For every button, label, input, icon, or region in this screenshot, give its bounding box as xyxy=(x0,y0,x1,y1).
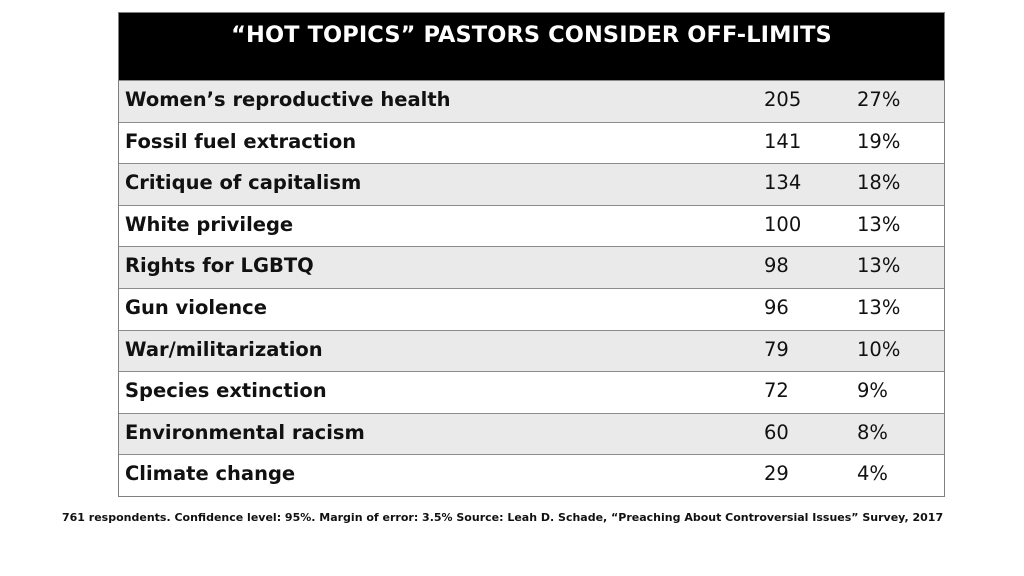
table-row: Critique of capitalism 134 18% xyxy=(119,163,944,205)
table-title: “HOT TOPICS” PASTORS CONSIDER OFF-LIMITS xyxy=(119,13,944,80)
topic-cell: Fossil fuel extraction xyxy=(125,129,357,153)
count-cell: 72 xyxy=(764,379,789,403)
count-cell: 100 xyxy=(764,212,802,236)
percent-cell: 13% xyxy=(857,295,901,319)
topic-cell: Critique of capitalism xyxy=(125,171,362,195)
percent-cell: 4% xyxy=(857,462,888,486)
count-cell: 141 xyxy=(764,129,802,153)
percent-cell: 9% xyxy=(857,379,888,403)
table-row: Fossil fuel extraction 141 19% xyxy=(119,121,944,164)
table-row: White privilege 100 13% xyxy=(119,204,944,247)
topic-cell: Species extinction xyxy=(125,379,327,403)
topic-cell: Rights for LGBTQ xyxy=(125,254,314,278)
percent-cell: 13% xyxy=(857,254,901,278)
count-cell: 134 xyxy=(764,171,802,195)
percent-cell: 18% xyxy=(857,171,901,195)
table-body: Women’s reproductive health 205 27% Fossil … xyxy=(119,80,944,496)
footnote: 761 respondents. Confidence level: 95%. … xyxy=(62,511,944,524)
topic-cell: White privilege xyxy=(125,212,294,236)
count-cell: 29 xyxy=(764,462,789,486)
topic-cell: Environmental racism xyxy=(125,420,365,444)
count-cell: 60 xyxy=(764,420,789,444)
count-cell: 79 xyxy=(764,337,789,361)
count-cell: 98 xyxy=(764,254,789,278)
table-row: War/militarization 79 10% xyxy=(119,329,944,372)
table-row: Species extinction 72 9% xyxy=(119,371,944,413)
percent-cell: 8% xyxy=(857,420,888,444)
count-cell: 205 xyxy=(764,88,802,111)
topic-cell: Women’s reproductive health xyxy=(125,88,451,111)
table-row: Climate change 29 4% xyxy=(119,454,944,496)
hot-topics-table: “HOT TOPICS” PASTORS CONSIDER OFF-LIMITS… xyxy=(118,12,945,497)
table-row: Rights for LGBTQ 98 13% xyxy=(119,246,944,288)
percent-cell: 27% xyxy=(857,88,901,111)
percent-cell: 19% xyxy=(857,129,901,153)
topic-cell: War/militarization xyxy=(125,337,323,361)
percent-cell: 13% xyxy=(857,212,901,236)
topic-cell: Climate change xyxy=(125,462,296,486)
percent-cell: 10% xyxy=(857,337,901,361)
table-row: Women’s reproductive health 205 27% xyxy=(119,80,944,122)
table-row: Environmental racism 60 8% xyxy=(119,412,944,455)
count-cell: 96 xyxy=(764,295,789,319)
topic-cell: Gun violence xyxy=(125,295,267,319)
table-row: Gun violence 96 13% xyxy=(119,287,944,330)
